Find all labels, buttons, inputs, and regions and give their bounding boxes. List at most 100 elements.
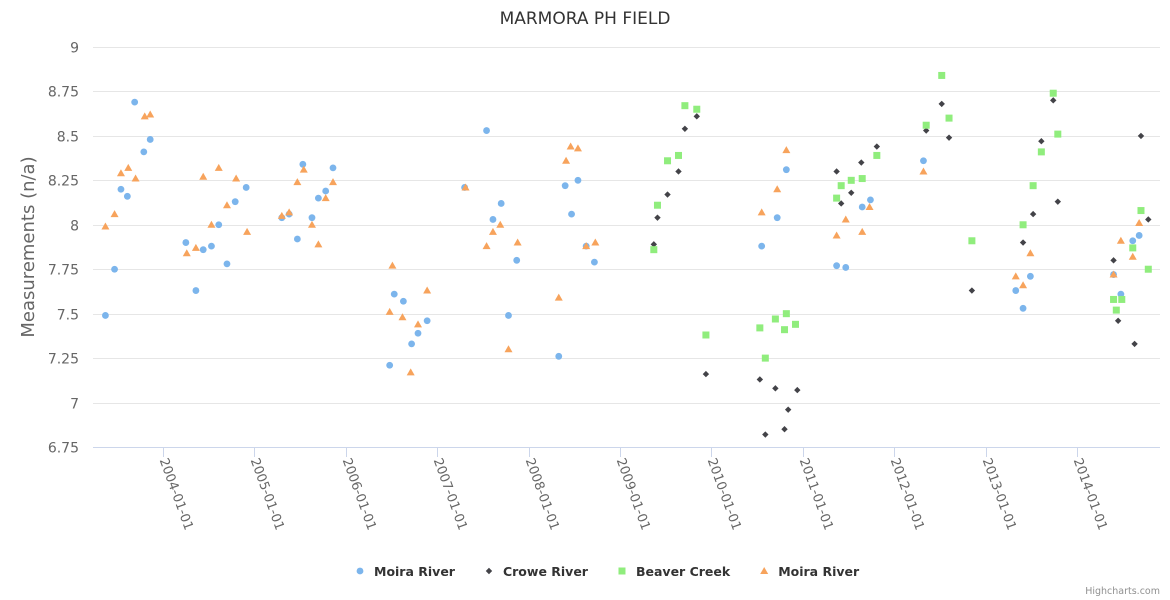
data-point[interactable] [761,354,769,362]
legend-symbol-square-icon[interactable] [618,567,626,575]
data-point[interactable] [566,142,575,150]
data-point[interactable] [650,241,658,248]
data-point[interactable] [102,312,109,319]
data-point[interactable] [837,200,845,207]
data-point[interactable] [483,127,490,134]
data-point[interactable] [214,163,223,171]
data-point[interactable] [131,98,139,106]
data-point[interactable] [192,287,200,294]
data-point[interactable] [582,242,591,250]
data-point[interactable] [858,175,866,183]
data-point[interactable] [758,242,766,250]
data-point[interactable] [858,159,865,166]
data-point[interactable] [756,324,764,332]
data-point[interactable] [920,157,927,165]
credits-link[interactable]: Highcharts.com [1085,586,1160,597]
data-point[interactable] [321,194,330,202]
data-point[interactable] [140,112,149,120]
data-point[interactable] [833,262,841,270]
data-point[interactable] [1128,252,1137,260]
data-point[interactable] [505,312,512,319]
data-point[interactable] [215,221,223,229]
legend-item[interactable]: Moira River [356,564,456,579]
data-point[interactable] [794,386,801,394]
data-point[interactable] [1110,257,1117,264]
data-point[interactable] [1037,148,1045,156]
data-point[interactable] [848,189,855,196]
data-point[interactable] [568,210,575,218]
data-point[interactable] [773,185,782,193]
data-point[interactable] [762,431,769,438]
data-point[interactable] [1135,232,1143,239]
data-point[interactable] [1145,216,1152,223]
data-point[interactable] [574,176,582,184]
data-point[interactable] [681,102,689,110]
data-point[interactable] [390,290,398,298]
data-point[interactable] [1026,272,1034,280]
data-point[interactable] [117,185,125,193]
data-point[interactable] [140,148,148,156]
data-point[interactable] [1135,219,1144,226]
data-point[interactable] [504,345,513,353]
data-point[interactable] [1114,317,1122,324]
data-point[interactable] [833,168,840,175]
data-point[interactable] [414,329,422,337]
data-point[interactable] [664,157,672,165]
data-point[interactable] [482,242,491,250]
data-point[interactable] [1131,340,1138,348]
data-point[interactable] [513,256,521,264]
data-point[interactable] [922,127,930,134]
data-point[interactable] [1137,207,1145,215]
data-point[interactable] [554,293,563,301]
data-point[interactable] [1019,221,1027,229]
data-point[interactable] [1029,210,1037,218]
data-point[interactable] [968,287,976,294]
data-point[interactable] [322,187,330,195]
data-point[interactable] [314,240,323,248]
data-point[interactable] [1038,138,1045,145]
data-point[interactable] [398,313,407,321]
data-point[interactable] [945,134,953,141]
data-point[interactable] [865,203,874,210]
data-point[interactable] [182,249,191,257]
data-point[interactable] [873,151,881,159]
data-point[interactable] [1112,306,1120,314]
data-point[interactable] [1116,236,1125,244]
data-point[interactable] [1049,89,1057,97]
data-point[interactable] [791,320,799,328]
data-point[interactable] [110,210,119,218]
data-point[interactable] [191,243,200,251]
data-point[interactable] [116,169,125,177]
data-point[interactable] [461,183,470,191]
data-point[interactable] [858,203,866,211]
data-point[interactable] [968,237,976,245]
data-point[interactable] [938,100,945,108]
data-point[interactable] [146,110,155,118]
data-point[interactable] [1019,239,1027,246]
data-point[interactable] [285,208,294,216]
data-point[interactable] [772,385,779,392]
data-point[interactable] [938,71,946,79]
data-point[interactable] [1019,304,1027,312]
data-point[interactable] [513,238,522,246]
data-point[interactable] [1011,272,1020,280]
data-point[interactable] [1129,237,1137,245]
data-point[interactable] [922,121,930,129]
data-point[interactable] [423,317,431,325]
data-point[interactable] [653,201,661,209]
legend-item[interactable]: Beaver Creek [618,564,731,579]
data-point[interactable] [388,261,397,269]
data-point[interactable] [299,160,307,168]
data-point[interactable] [1118,295,1126,303]
data-point[interactable] [833,194,841,202]
data-point[interactable] [386,361,394,369]
data-point[interactable] [207,220,216,228]
data-point[interactable] [675,168,682,175]
data-point[interactable] [314,194,322,202]
data-point[interactable] [681,125,689,132]
data-point[interactable] [837,182,845,190]
data-point[interactable] [423,286,432,294]
data-point[interactable] [293,235,301,243]
data-point[interactable] [414,320,423,328]
data-point[interactable] [385,307,394,315]
